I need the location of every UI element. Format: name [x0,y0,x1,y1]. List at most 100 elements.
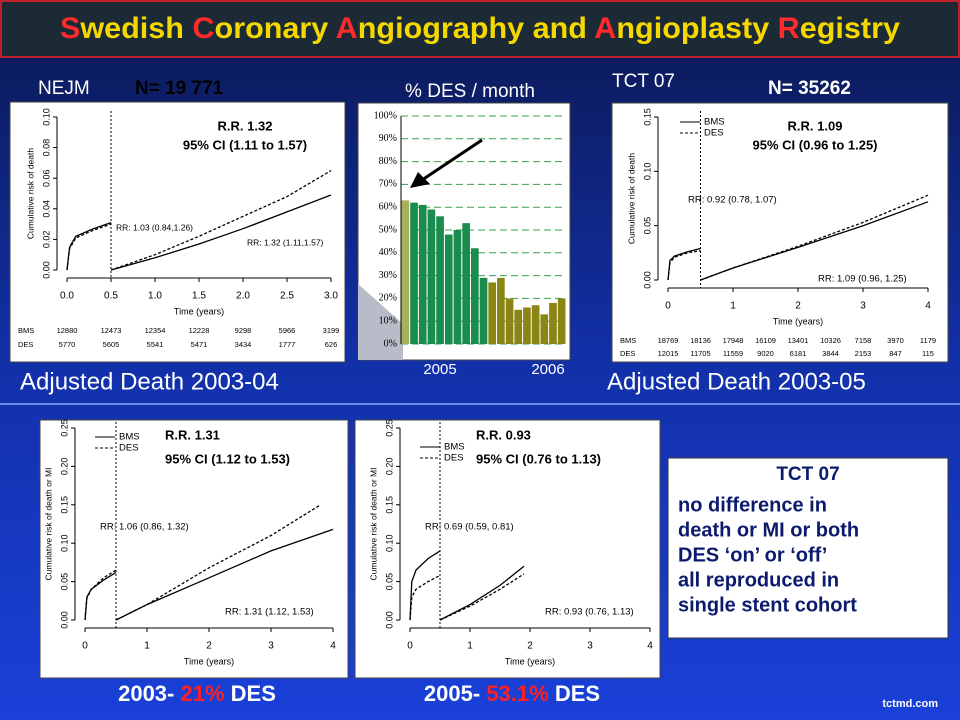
box-line: no difference in [678,494,827,516]
table-cell: 10326 [820,336,841,345]
annotation: R.R. 1.32 [218,118,273,133]
x-axis-label: Time (years) [174,306,224,316]
y-tick-label: 0.10 [642,163,652,181]
table-cell: 626 [325,340,338,349]
annotation: RR: 0.93 (0.76, 1.13) [545,607,634,618]
chart: 0.00 0.02 0.04 0.06 0.08 0.10 0.0 0.5 1.0 1.5 2.0 2… [9,101,346,363]
y-axis-label: Cumulative risk of death or MI [368,468,378,581]
table-row-label: BMS [18,326,34,335]
source-label: NEJM [38,78,90,99]
x-tick-label: 3 [860,301,866,312]
footer: tctmd.com [882,698,938,710]
table-cell: 13401 [788,336,809,345]
label-part: 2003- [118,681,180,706]
x-tick-label: 3.0 [324,291,338,302]
series-line [409,573,525,621]
x-tick-label: 2.0 [236,291,250,302]
table-cell: 12473 [101,326,122,335]
annotation: 95% CI (1.11 to 1.57) [183,137,307,152]
x-tick-label: 1 [730,301,736,312]
y-tick-label: 80% [379,156,397,167]
label-highlight: 21% [180,681,224,706]
y-tick-label: 40% [379,247,397,258]
annotation: R.R. 0.93 [476,427,531,442]
annotation: 95% CI (0.96 to 1.25) [753,137,878,152]
table-cell: 5605 [103,340,120,349]
x-tick-label: 0 [665,301,671,312]
y-tick-label: 0.15 [384,496,394,514]
y-tick-label: 0.02 [41,231,51,249]
table-cell: 12880 [57,326,78,335]
box-line: DES ‘on’ or ‘off’ [678,544,827,566]
table-cell: 5541 [147,340,164,349]
table-row-label: DES [620,349,635,358]
table-cell: 5471 [191,340,208,349]
table-cell: 18136 [690,336,711,345]
table-cell: 1179 [920,336,936,345]
table-cell: 6181 [790,349,807,358]
x-tick-label: 2 [206,641,212,652]
y-tick-label: 0.05 [384,573,394,591]
annotation: RR: 1.06 (0.86, 1.32) [100,522,189,533]
y-tick-label: 0.10 [384,534,394,552]
title-bar [0,0,960,58]
annotation: RR: 1.09 (0.96, 1.25) [818,274,907,285]
bar [401,200,410,344]
series-line [409,550,525,621]
y-tick-label: 0.20 [384,458,394,476]
bar [479,277,488,344]
y-tick-label: 0.10 [41,108,51,126]
y-tick-label: 0.15 [642,108,652,126]
bar [497,277,505,344]
label-part: DES [549,681,600,706]
y-tick-label: 90% [379,133,397,144]
bar [549,302,557,344]
source-label: TCT 07 [612,71,675,92]
series-line [84,504,321,621]
chart: 0.00 0.05 0.10 0.15 0.20 0.25 0 1 2 3 4 Time (years… [354,419,661,679]
table-cell: 11705 [690,349,710,358]
x-tick-label: 4 [925,301,931,312]
arrow-head [410,172,430,188]
arrow-shaft [421,138,483,182]
chart: 0% 10% 20% 30% 40% 50% 60% 70% 80% 90% 100% % DES /… [357,81,571,378]
label-part: DES [225,681,276,706]
y-tick-label: 0.00 [59,611,69,629]
y-tick-label: 0.20 [59,458,69,476]
table-cell: 3434 [235,340,252,349]
series-line [667,194,929,281]
bar [540,314,549,344]
x-tick-label: 0 [407,641,413,652]
caption: Adjusted Death 2003-04 [20,368,279,395]
chart-panel [39,419,349,679]
y-tick-label: 0.25 [59,419,69,437]
summary-box [667,457,949,639]
x-tick-label: 1.0 [148,291,162,302]
box-line: single stent cohort [678,594,857,616]
table-cell: 11559 [723,349,743,358]
table-row-label: BMS [620,336,636,345]
x-tick-label: 3 [587,641,593,652]
bar [427,209,436,344]
table-cell: 9020 [757,349,774,358]
bar [444,234,453,344]
y-tick-label: 60% [379,201,397,212]
table-cell: 7158 [855,336,872,345]
table-cell: 18769 [658,336,679,345]
box-heading: TCT 07 [776,464,839,485]
panel-shade [358,284,403,360]
y-tick-label: 0.25 [384,419,394,437]
box-lines: no difference in death or MI or both DES ‘… [678,494,859,616]
annotation: RR: 0.92 (0.78, 1.07) [688,195,777,206]
y-tick-label: 100% [374,110,397,121]
table-cell: 2153 [855,349,872,358]
bar [531,305,540,344]
x-axis-label: Time (years) [773,316,823,326]
annotation: 95% CI (1.12 to 1.53) [165,451,290,466]
table-cell: 3199 [323,326,340,335]
annotation: RR: 1.32 (1.11,1.57) [247,237,324,247]
y-tick-label: 50% [379,224,397,235]
table-cell: 17948 [723,336,744,345]
chart-panel [354,419,661,679]
